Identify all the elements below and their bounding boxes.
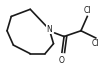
- Text: Cl: Cl: [84, 6, 91, 15]
- Text: N: N: [46, 25, 52, 34]
- Text: O: O: [59, 56, 65, 65]
- Text: Cl: Cl: [92, 39, 100, 48]
